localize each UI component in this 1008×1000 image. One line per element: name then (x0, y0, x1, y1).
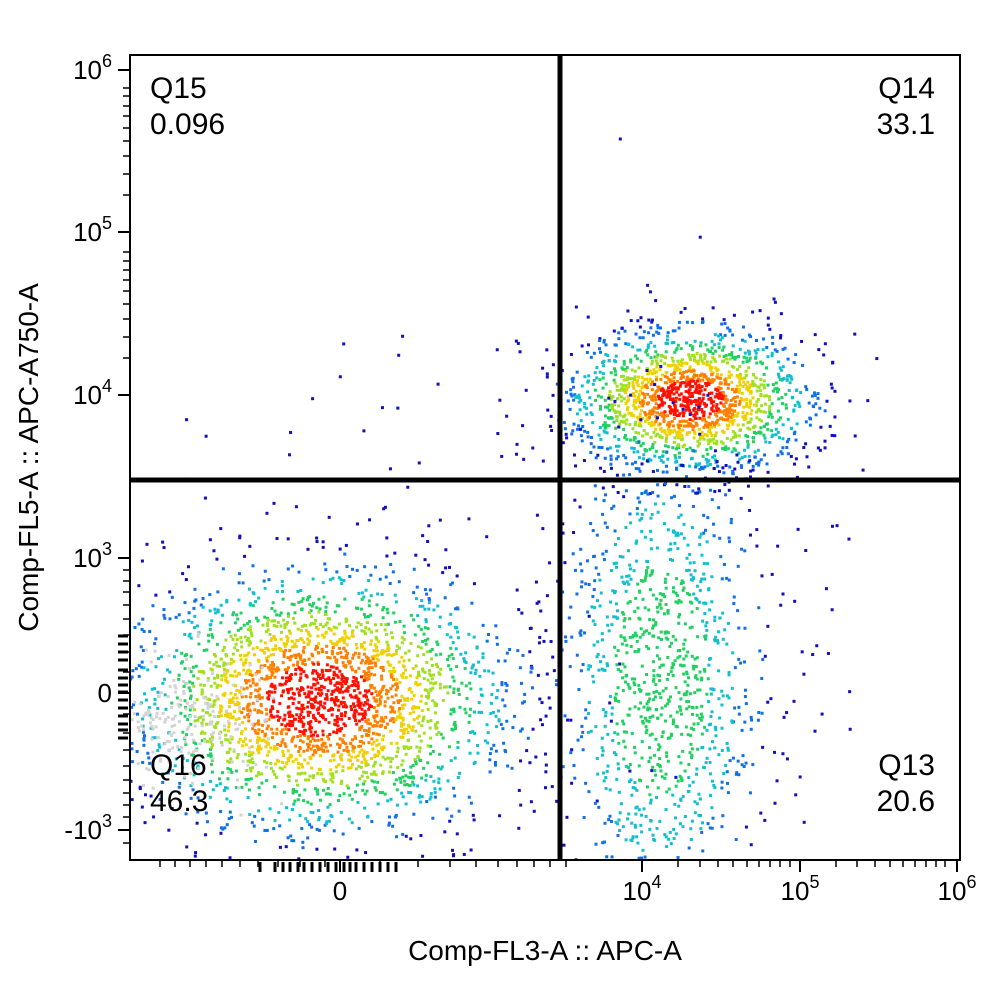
quadrant-Q13-name: Q13 (878, 749, 935, 782)
y-tick-label: 105 (73, 213, 112, 247)
x-tick-label: 104 (623, 872, 662, 906)
y-tick-label: -103 (64, 811, 112, 845)
quadrant-Q14-name: Q14 (878, 72, 935, 105)
quadrant-Q13-value: 20.6 (877, 785, 935, 818)
x-tick-label: 106 (938, 872, 977, 906)
quadrant-Q16-value: 46.3 (150, 785, 208, 818)
quadrant-Q15-name: Q15 (150, 72, 207, 105)
y-tick-label: 104 (73, 376, 112, 410)
quadrant-Q14-value: 33.1 (877, 108, 935, 141)
quadrant-Q16-name: Q16 (150, 749, 207, 782)
quadrant-Q15-value: 0.096 (150, 108, 225, 141)
flow-cytometry-plot: -1030103104105106Comp-FL5-A :: APC-A750-… (0, 0, 1008, 1000)
y-tick-label: 0 (98, 678, 112, 708)
chart-container: -1030103104105106Comp-FL5-A :: APC-A750-… (0, 0, 1008, 1000)
y-tick-label: 106 (73, 51, 112, 85)
x-axis-label: Comp-FL3-A :: APC-A (408, 935, 682, 966)
y-axis-label: Comp-FL5-A :: APC-A750-A (13, 283, 44, 632)
x-tick-label: 105 (781, 872, 820, 906)
x-tick-label: 0 (333, 876, 347, 906)
y-tick-label: 103 (73, 539, 112, 573)
